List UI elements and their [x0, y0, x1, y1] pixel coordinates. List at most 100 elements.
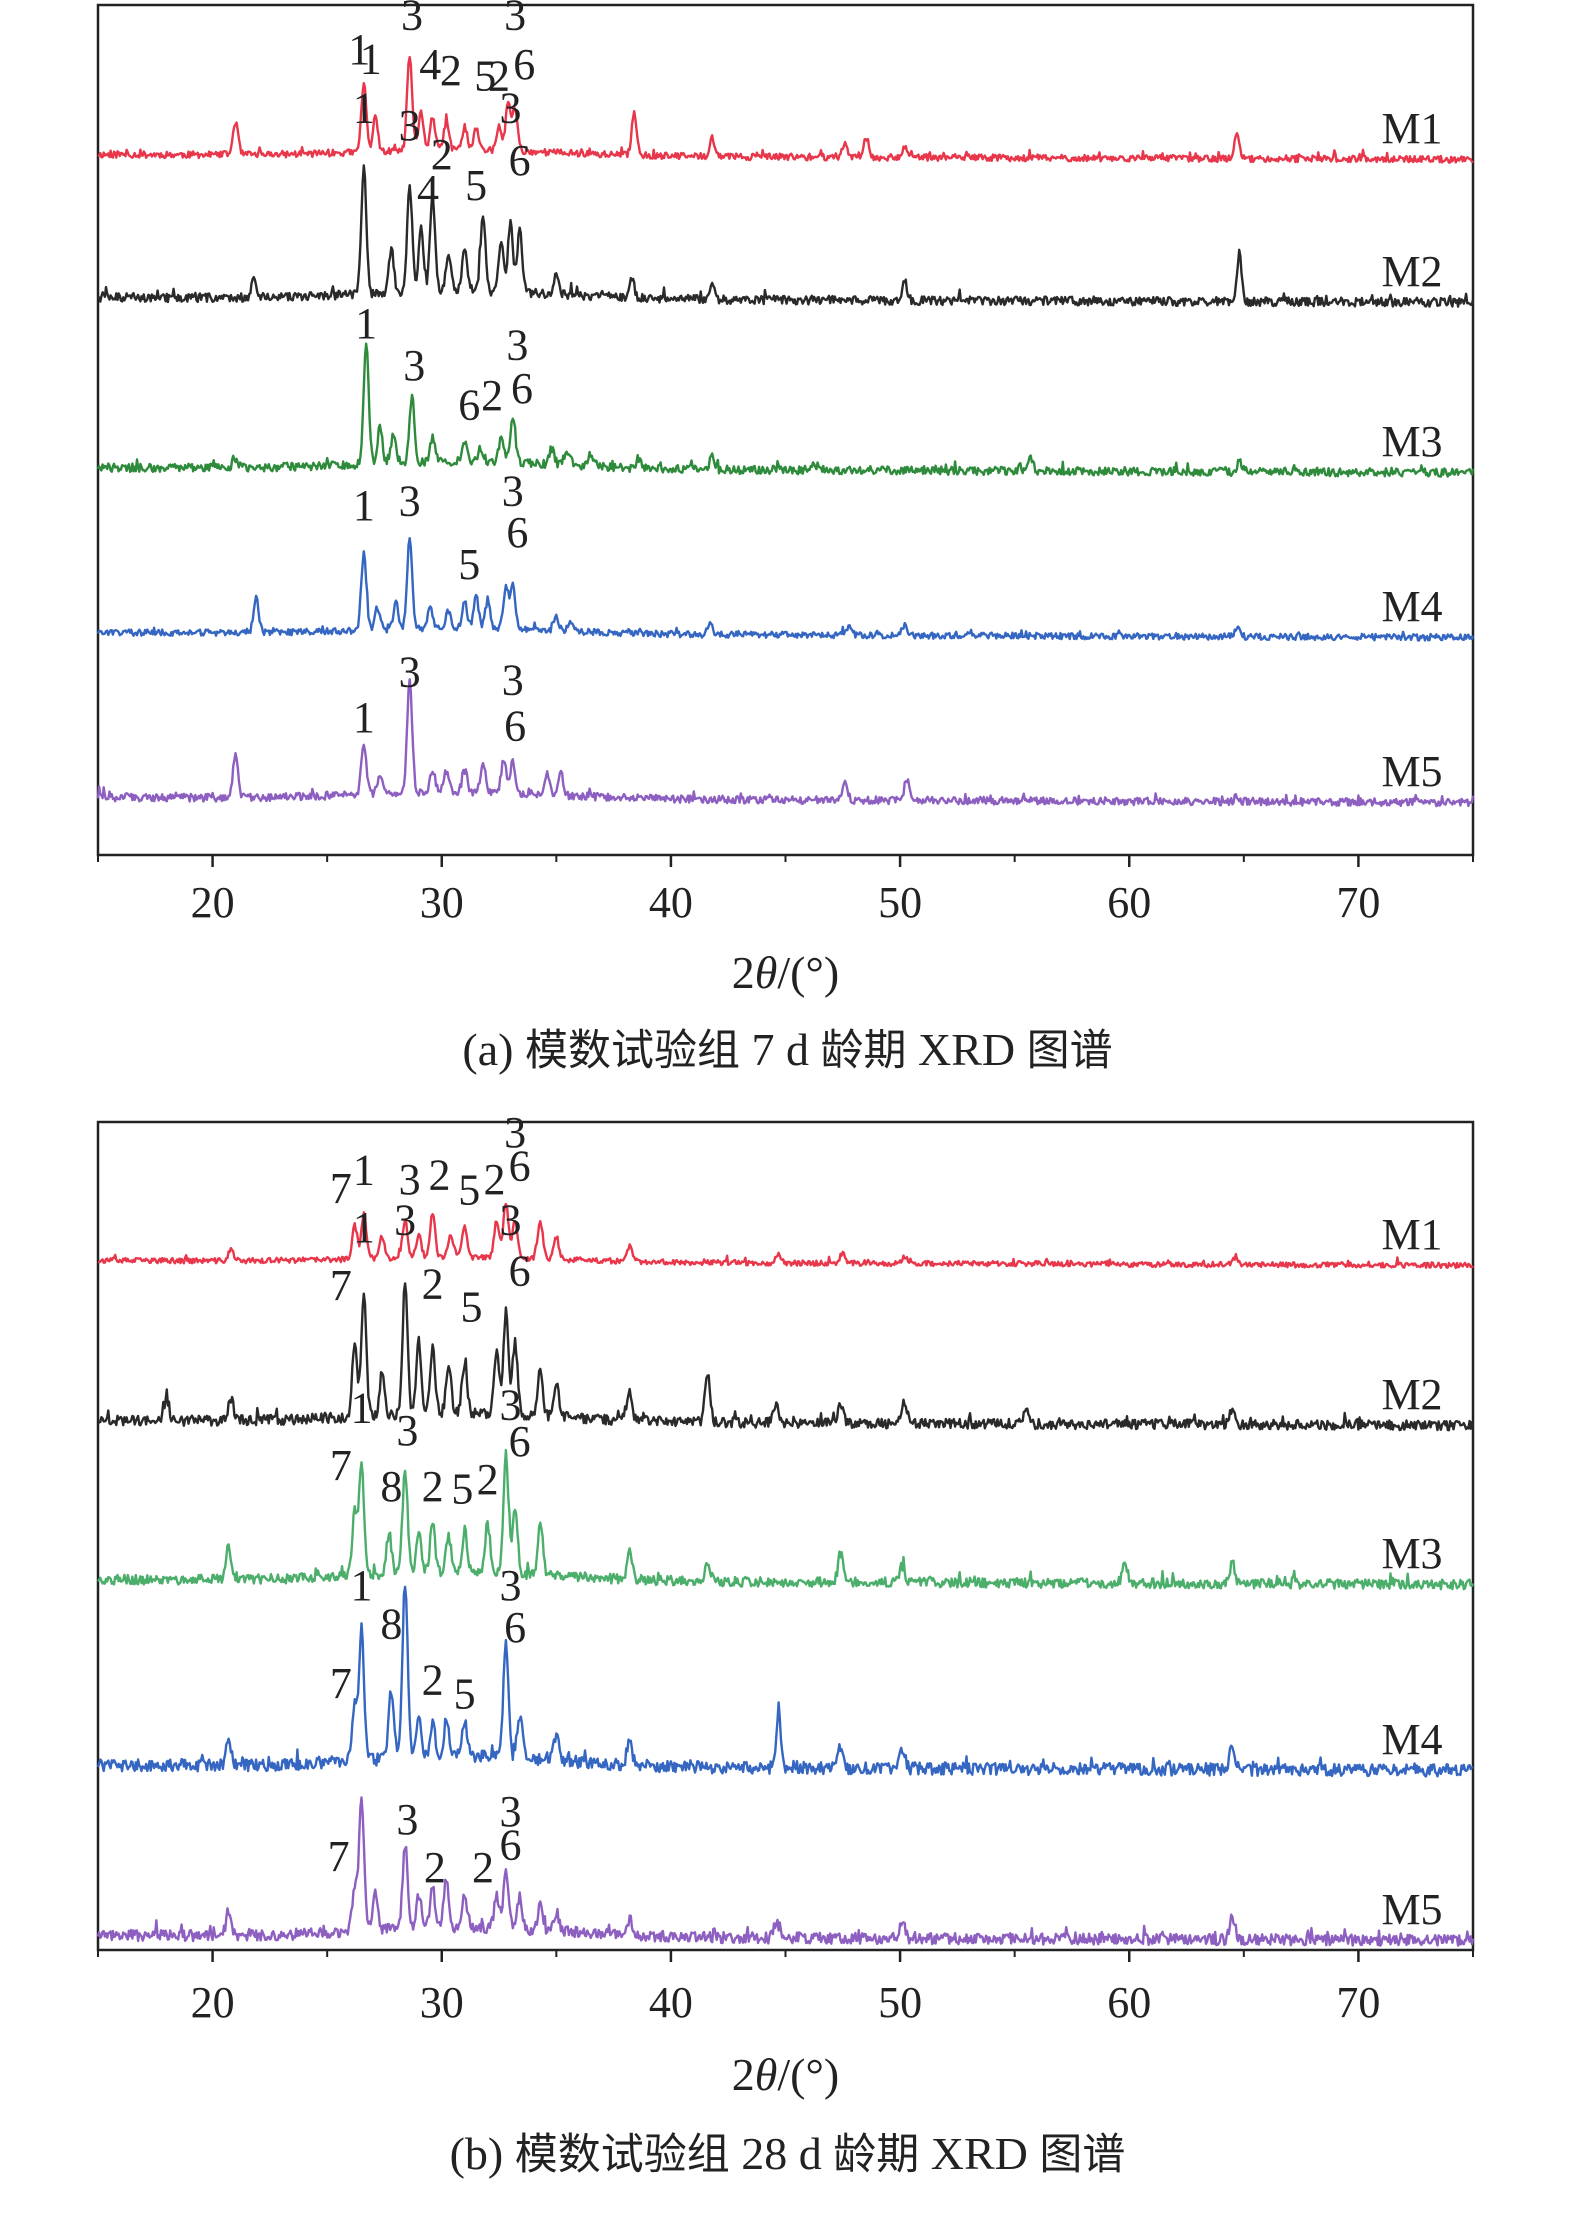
phase-annotation: 5 — [474, 52, 496, 101]
phase-annotation: 3 — [504, 1110, 526, 1157]
series-m1: M17 1 3 2 5 236 — [97, 1110, 1474, 1270]
series-label-m5: M5 — [1381, 747, 1442, 796]
phase-annotation: 6 — [506, 508, 528, 557]
x-tick-label: 30 — [420, 878, 464, 927]
phase-annotation: 3 — [399, 476, 421, 525]
phase-annotation: 7 — [330, 1659, 352, 1708]
x-tick-label: 70 — [1336, 878, 1380, 927]
phase-annotation: 5 — [458, 540, 480, 589]
phase-annotation: 3 — [401, 0, 423, 40]
x-tick-label: 20 — [191, 1978, 235, 2027]
phase-annotation: 2 — [424, 1843, 446, 1892]
phase-annotation: 3 — [394, 1196, 416, 1245]
plot-frame — [96, 1120, 1475, 1952]
phase-annotation: 2 — [440, 46, 462, 95]
x-tick-label: 60 — [1107, 878, 1151, 927]
x-tick-label: 20 — [191, 878, 235, 927]
caption-a-age: 7 d — [751, 1024, 809, 1075]
phase-annotation: 3 — [504, 0, 526, 40]
series-label-m4: M4 — [1381, 1715, 1442, 1764]
phase-annotation: 1 — [351, 1561, 373, 1610]
plot-frame — [96, 3, 1475, 857]
caption-a-abbr: XRD — [917, 1024, 1016, 1075]
phase-annotation: 2 — [422, 1656, 444, 1705]
phase-annotation: 2 — [483, 1155, 505, 1204]
series-line-m2 — [96, 164, 1475, 308]
series-line-m5 — [96, 678, 1475, 808]
phase-annotation: 5 — [465, 161, 487, 210]
series-line-m1 — [97, 1202, 1474, 1270]
phase-annotation: 7 — [330, 1441, 352, 1490]
phase-annotation: 1 — [353, 1203, 375, 1252]
phase-annotation: 8 — [380, 1600, 402, 1649]
x-tick-label: 70 — [1336, 1978, 1380, 2027]
phase-annotation: 6 — [513, 40, 535, 89]
phase-annotation: 6 — [500, 1821, 522, 1870]
phase-annotation: 2 — [477, 1455, 499, 1504]
series-line-m4 — [96, 537, 1475, 642]
phase-annotation: 6 — [504, 702, 526, 751]
phase-annotation: 4 — [419, 40, 441, 89]
phase-annotation: 7 — [330, 1261, 352, 1310]
caption-b-label: (b) — [449, 2128, 504, 2179]
x-axis-label: 2θ/(°) — [732, 947, 839, 998]
phase-annotation: 4 — [417, 166, 439, 215]
series-m4: M4 7 182 5 36 — [96, 1561, 1474, 1778]
phase-annotation: 5 — [454, 1670, 476, 1719]
phase-annotation: 1 — [351, 1383, 373, 1432]
phase-annotation: 3 — [500, 84, 522, 133]
series-label-m4: M4 — [1381, 582, 1442, 631]
series-label-m1: M1 — [1381, 1210, 1442, 1259]
phase-annotation: 1 — [353, 84, 375, 133]
phase-annotation: 2 — [431, 130, 453, 179]
series-label-m5: M5 — [1381, 1885, 1442, 1934]
caption-b-text-2: 龄期 — [833, 2130, 920, 2180]
phase-annotation: 5 — [451, 1465, 473, 1514]
phase-annotation: 1 — [353, 481, 375, 530]
x-tick-label: 30 — [420, 1978, 464, 2027]
phase-annotation: 2 — [428, 1151, 450, 1200]
phase-annotation: 6 — [458, 381, 480, 430]
x-tick-label: 50 — [878, 1978, 922, 2027]
phase-annotation: 3 — [399, 1155, 421, 1204]
x-tick-label: 40 — [649, 1978, 693, 2027]
phase-annotation: 3 — [399, 101, 421, 150]
phase-annotation: 3 — [502, 466, 524, 515]
phase-annotation: 3 — [500, 1381, 522, 1430]
phase-annotation: 6 — [511, 364, 533, 413]
phase-annotation: 3 — [502, 655, 524, 704]
phase-annotation: 3 — [399, 648, 421, 697]
series-line-m2 — [97, 1282, 1475, 1432]
phase-annotation: 3 — [396, 1406, 418, 1455]
phase-annotation: 1 — [355, 299, 377, 348]
x-axis-label: 2θ/(°) — [732, 2049, 839, 2100]
x-tick-label: 40 — [649, 878, 693, 927]
caption-a-text-1: 模数试验组 — [524, 1026, 740, 1076]
phase-annotation: 5 — [461, 1283, 483, 1332]
phase-annotation: 1 — [348, 25, 370, 74]
x-tick-label: 50 — [878, 878, 922, 927]
phase-annotation: 1 — [353, 1145, 375, 1194]
phase-annotation: 2 — [488, 52, 510, 101]
caption-a: (a) 模数试验组 7 d 龄期 XRD 图谱 — [0, 1022, 1575, 1079]
phase-annotation: 8 — [380, 1462, 402, 1511]
panel-a: 20 30 40 50 60 70 2θ/(°) M1 1 1 3 4 2 5 2 3 6 M2 1 3 4 2 5 3 6 M3… — [0, 0, 1575, 1079]
phase-annotation: 6 — [504, 1603, 526, 1652]
phase-annotation: 2 — [472, 1843, 494, 1892]
phase-annotation: 6 — [509, 1142, 531, 1191]
phase-annotation: 7 — [330, 1164, 352, 1213]
phase-annotation: 6 — [509, 1417, 531, 1466]
phase-annotation: 2 — [422, 1259, 444, 1308]
caption-b-text-3: 图谱 — [1039, 2130, 1126, 2180]
phase-annotation: 2 — [422, 1462, 444, 1511]
x-tick-label: 60 — [1107, 1978, 1151, 2027]
phase-annotation: 2 — [481, 371, 503, 420]
series-label-m2: M2 — [1381, 247, 1442, 296]
